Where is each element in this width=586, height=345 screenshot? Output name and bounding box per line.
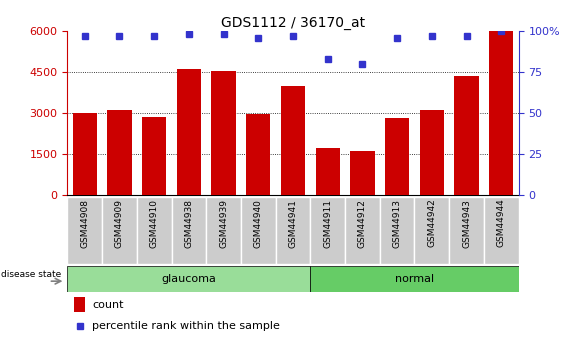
Bar — [484, 197, 519, 264]
Bar — [420, 110, 444, 195]
Bar — [142, 117, 166, 195]
Text: GSM44944: GSM44944 — [497, 199, 506, 247]
Bar — [311, 266, 519, 292]
Text: GSM44913: GSM44913 — [393, 199, 401, 248]
Bar — [489, 31, 513, 195]
Text: disease state: disease state — [1, 270, 62, 279]
Text: GSM44941: GSM44941 — [288, 199, 298, 248]
Bar — [414, 197, 449, 264]
Bar — [137, 197, 172, 264]
Text: GSM44909: GSM44909 — [115, 199, 124, 248]
Bar — [350, 151, 374, 195]
Bar — [385, 118, 409, 195]
Bar — [380, 197, 414, 264]
Bar — [212, 71, 236, 195]
Text: GSM44939: GSM44939 — [219, 199, 228, 248]
Bar — [316, 148, 340, 195]
Bar — [281, 86, 305, 195]
Bar — [67, 197, 102, 264]
Bar — [172, 197, 206, 264]
Bar — [311, 197, 345, 264]
Text: glaucoma: glaucoma — [161, 274, 216, 284]
Bar — [241, 197, 275, 264]
Bar — [107, 110, 132, 195]
Bar — [206, 197, 241, 264]
Text: GSM44940: GSM44940 — [254, 199, 263, 248]
Text: GSM44910: GSM44910 — [149, 199, 159, 248]
Text: GSM44911: GSM44911 — [323, 199, 332, 248]
Text: GSM44912: GSM44912 — [358, 199, 367, 248]
Bar — [177, 69, 201, 195]
Bar — [449, 197, 484, 264]
Text: GSM44938: GSM44938 — [185, 199, 193, 248]
Text: normal: normal — [395, 274, 434, 284]
Bar — [73, 113, 97, 195]
Bar — [102, 197, 137, 264]
Bar — [67, 266, 311, 292]
Bar — [275, 197, 311, 264]
Bar — [74, 297, 86, 312]
Text: count: count — [92, 300, 124, 310]
Text: percentile rank within the sample: percentile rank within the sample — [92, 321, 280, 331]
Text: GSM44908: GSM44908 — [80, 199, 89, 248]
Title: GDS1112 / 36170_at: GDS1112 / 36170_at — [221, 16, 365, 30]
Bar — [345, 197, 380, 264]
Bar — [454, 76, 479, 195]
Bar — [246, 114, 271, 195]
Text: GSM44942: GSM44942 — [427, 199, 437, 247]
Text: GSM44943: GSM44943 — [462, 199, 471, 248]
